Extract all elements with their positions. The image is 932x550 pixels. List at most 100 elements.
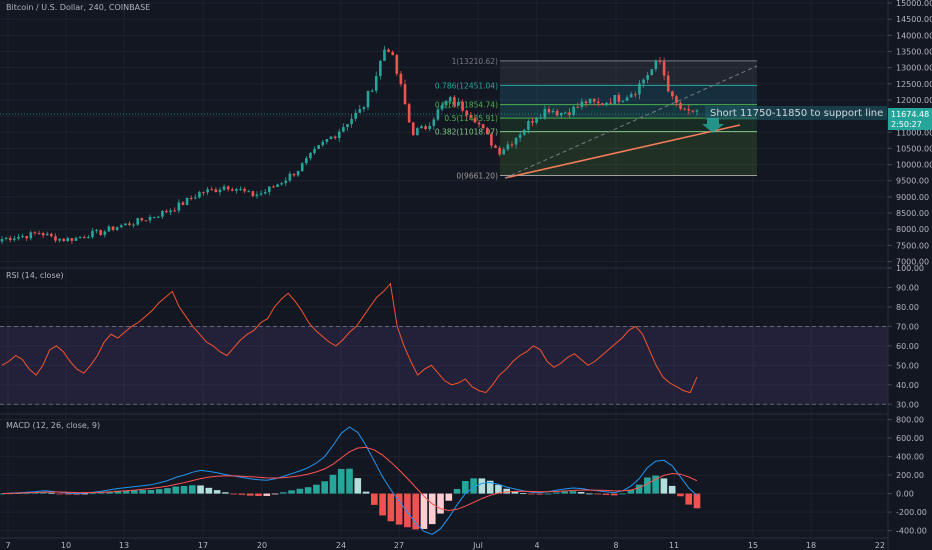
candle-body (374, 76, 378, 91)
macd-histogram-bar (106, 491, 113, 494)
macd-histogram-bar (155, 489, 163, 494)
candle-body (424, 126, 427, 130)
candle-body (78, 237, 82, 239)
macd-histogram-bar (73, 493, 80, 495)
candle-body (50, 233, 53, 237)
macd-histogram-bar (188, 485, 196, 494)
annotation-callout[interactable]: Short 11750-11850 to support line (705, 106, 887, 120)
candle-body (547, 108, 551, 113)
macd-histogram-bar (387, 493, 395, 522)
fib-zone (500, 131, 757, 176)
price-axis-background (888, 0, 932, 550)
candle-body (642, 79, 645, 84)
macd-histogram-bar (354, 478, 362, 494)
candle-body (605, 102, 608, 106)
macd-histogram-bar (511, 491, 519, 494)
price-axis[interactable]: 7000.00 7500.00 8000.00 8500.00 9000.00 9500.… (888, 0, 932, 267)
candle-body (337, 131, 341, 139)
candle-body (695, 110, 699, 112)
candle-body (66, 238, 70, 242)
candle-body (284, 180, 288, 184)
last-price-label: 11674.48 (891, 110, 929, 119)
candle-body (613, 95, 617, 104)
candle-body (329, 136, 333, 140)
time-tick-label: Jul (472, 541, 483, 550)
candle-body (235, 189, 238, 191)
macd-histogram-bar (180, 485, 188, 494)
candle-body (177, 202, 181, 211)
rsi-title: RSI (14, close) (6, 271, 64, 280)
macd-histogram-bar (685, 493, 693, 505)
candle-body (436, 109, 440, 120)
candle-body (91, 230, 94, 238)
candle-body (99, 230, 102, 235)
candle-body (428, 125, 431, 130)
candle-body (222, 186, 226, 190)
candle-body (379, 60, 382, 77)
macd-histogram-bar (644, 477, 651, 494)
fib-zone (500, 60, 757, 86)
macd-tick-label: 800.00 (896, 416, 924, 425)
time-tick-label: 7 (5, 541, 10, 550)
price-candles (0, 45, 699, 245)
macd-histogram-bar (437, 493, 444, 514)
price-tick-label: 7000.00 (896, 258, 929, 267)
candle-body (634, 94, 637, 96)
macd-histogram-bar (64, 493, 72, 495)
macd-axis[interactable]: -400.00 -200.00 0.00 200.00 400.00 600.00 800.… (888, 416, 927, 536)
candle-body (477, 122, 481, 125)
macd-histogram-bar (197, 485, 204, 494)
candle-body (4, 237, 8, 239)
candle-body (259, 193, 263, 195)
rsi-tick-label: 60.00 (896, 342, 919, 351)
macd-tick-label: -200.00 (896, 508, 927, 517)
candle-body (625, 97, 629, 101)
macd-histogram-bar (139, 490, 146, 494)
macd-histogram-bar (428, 493, 436, 525)
macd-histogram-bar (255, 493, 262, 496)
time-tick-label: 20 (257, 541, 267, 550)
candle-body (539, 117, 543, 119)
time-tick-label: 8 (613, 541, 618, 550)
macd-histogram-bar (594, 493, 602, 495)
candle-body (522, 129, 526, 135)
macd-tick-label: 600.00 (896, 434, 924, 443)
fib-level-label: 0.786(12451.04) (435, 81, 498, 90)
candle-body (144, 220, 148, 222)
time-tick-label: 17 (198, 541, 208, 550)
macd-histogram-bar (89, 493, 97, 495)
candle-body (662, 61, 666, 76)
candle-body (568, 112, 571, 116)
macd-histogram-bar (668, 485, 676, 494)
candle-body (354, 112, 357, 119)
macd-histogram-bar (660, 478, 668, 494)
candle-body (399, 73, 403, 85)
candle-body (403, 84, 407, 105)
candle-body (202, 192, 205, 194)
support-trendline[interactable] (504, 124, 741, 179)
candle-body (321, 141, 325, 146)
time-axis[interactable]: 7 10 13 17 20 24 27 Jul 4 8 11 15 18 22 (5, 541, 885, 550)
candle-body (481, 124, 485, 129)
rsi-tick-label: 80.00 (896, 303, 919, 312)
candle-body (535, 118, 538, 123)
candle-body (115, 227, 119, 230)
candle-body (111, 226, 115, 230)
candle-body (465, 110, 469, 116)
candle-body (498, 147, 501, 155)
macd-histogram-bar (652, 475, 659, 494)
candle-body (416, 128, 419, 136)
candle-body (161, 210, 164, 217)
macd-histogram-bar (627, 489, 635, 494)
fibonacci-retracement[interactable]: 1(13210.62) 0.786(12451.04) 0.618(11854.74… (435, 57, 757, 181)
candle-body (638, 83, 641, 95)
candle-body (531, 121, 534, 123)
macd-histogram-bar (404, 493, 411, 528)
candle-body (119, 225, 123, 228)
candle-body (473, 117, 477, 123)
candle-body (342, 127, 345, 132)
price-tick-label: 15000.00 (896, 0, 932, 8)
macd-histogram-bar (238, 493, 246, 495)
rsi-axis[interactable]: 30.00 40.00 50.00 60.00 70.00 80.00 90.00 100.0… (888, 264, 924, 409)
